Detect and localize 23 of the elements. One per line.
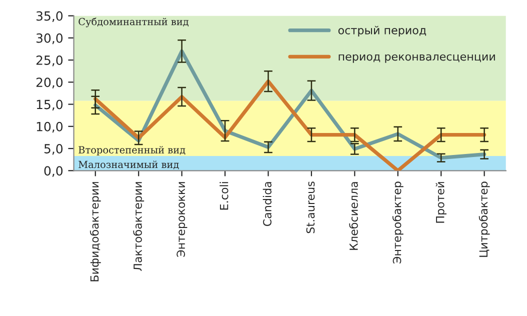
x-tick-label: Бифидобактерии xyxy=(90,182,101,282)
y-tick-label: 20,0 xyxy=(36,78,63,88)
legend-label: острый период xyxy=(338,26,426,37)
y-tick-label: 25,0 xyxy=(36,56,63,66)
x-tick-label: Клебсиелла xyxy=(349,182,358,250)
y-tick-label: 5,0 xyxy=(44,144,63,155)
legend-label: период реконвалесценции xyxy=(338,54,495,63)
x-tick-label: St.aureus xyxy=(306,182,315,234)
y-tick-label: 15,0 xyxy=(36,100,63,110)
x-tick-label: Энтеробактер xyxy=(392,182,404,264)
y-tick-label: 30,0 xyxy=(36,33,63,44)
band-label: Второстепенный вид xyxy=(78,146,186,156)
y-tick-label: 0,0 xyxy=(44,166,63,177)
x-tick-label: Цитробактер xyxy=(478,182,490,257)
x-tick-label: E.coli xyxy=(220,182,228,210)
x-tick-label: Энтерококки xyxy=(176,182,188,257)
x-tick-label: Протей xyxy=(436,182,446,223)
y-tick-label: 10,0 xyxy=(36,122,63,133)
band-label: Субдоминантный вид xyxy=(78,18,188,28)
band-label: Малозначимый вид xyxy=(78,160,179,170)
y-tick-label: 35,0 xyxy=(36,11,63,22)
x-tick-label: Лактобактерии xyxy=(133,182,144,271)
x-tick-label: Candida xyxy=(262,182,272,226)
